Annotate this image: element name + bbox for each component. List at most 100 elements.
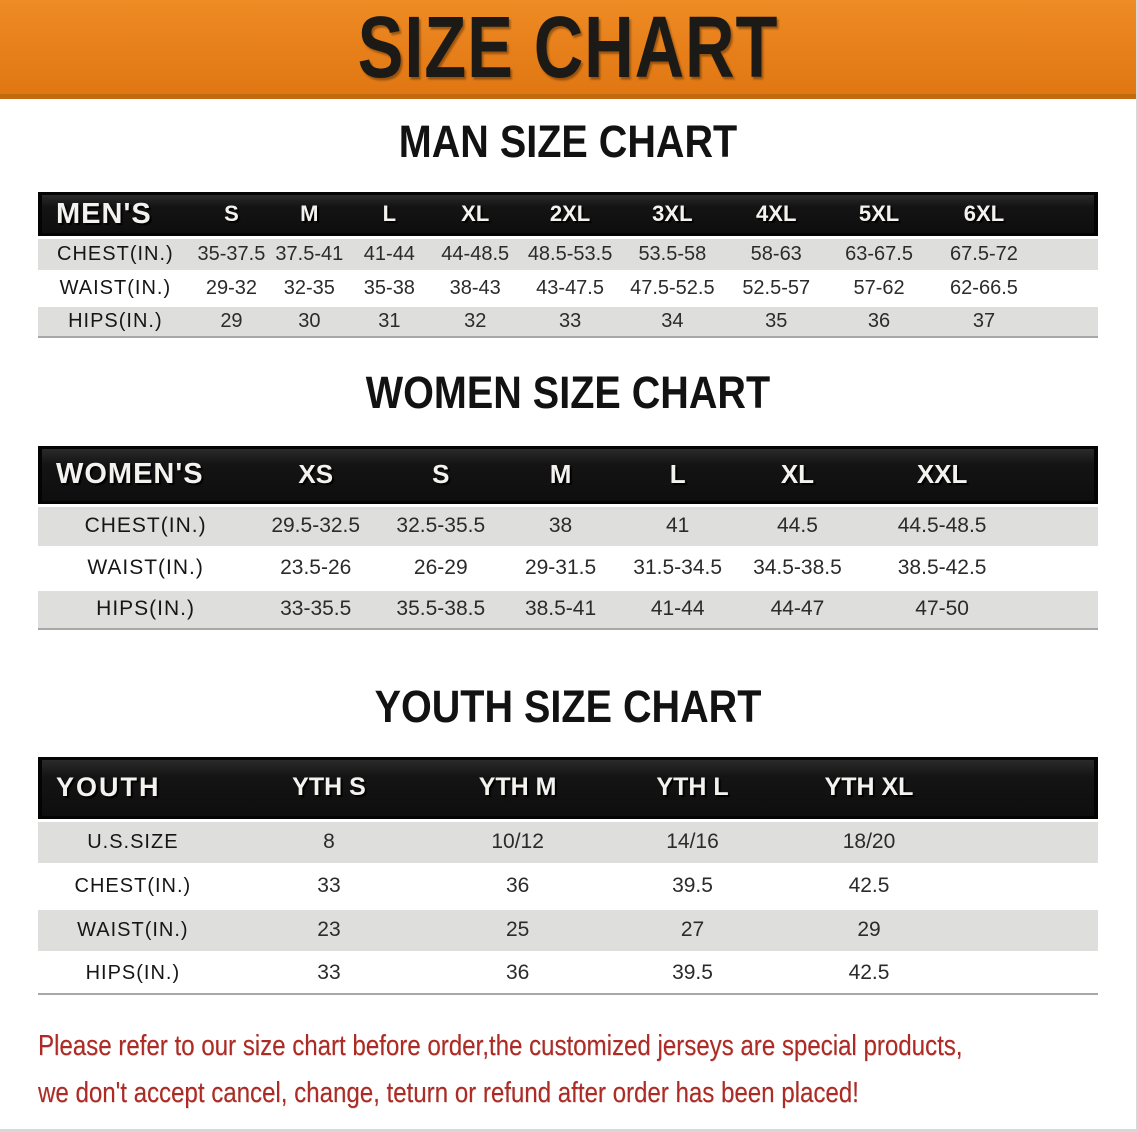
women-hips-in-l: 41-44 (617, 590, 738, 630)
youth-section: YOUTH SIZE CHART YOUTH YTH S YTH M YTH L YTH… (0, 681, 1136, 998)
youth-row-u-s-size: U.S.SIZE 8 10/12 14/16 18/20 (38, 821, 1098, 863)
youth-waist-in-yth-m: 25 (430, 909, 606, 951)
women-header-row: WOMEN'S XS S M L XL XXL (38, 445, 1098, 504)
women-row-chest-in: CHEST(IN.) 29.5-32.5 32.5-35.5 38 41 44.5 44.5… (38, 506, 1098, 546)
youth-waist-in-yth-xl: 29 (779, 909, 959, 951)
men-column-3xl: 3XL (619, 192, 725, 237)
youth-row-waist-in: WAIST(IN.) 23 25 27 29 (38, 909, 1098, 951)
youth-header-filler (958, 756, 1098, 819)
women-column-m: M (503, 445, 618, 504)
men-size-table: MEN'S S M L XL 2XL 3XL 4XL 5XL 6XL CHEST(IN.) 35-37… (38, 189, 1098, 341)
men-chest-in-s: 35-37.5 (192, 239, 271, 271)
women-section: WOMEN SIZE CHART WOMEN'S XS S M L XL XXL CHEST(… (0, 368, 1136, 633)
men-header-label: MEN'S (38, 192, 193, 237)
men-row-hips-in: HIPS(IN.) 29 30 31 32 33 34 35 36 37 (38, 307, 1098, 339)
men-chest-in-6xl: 67.5-72 (930, 239, 1038, 271)
women-hips-in-m: 38.5-41 (503, 590, 618, 630)
women-column-xs: XS (253, 445, 379, 504)
men-waist-in-6xl: 62-66.5 (930, 273, 1038, 305)
men-waist-in-l: 35-38 (348, 273, 431, 305)
women-waist-in-s: 26-29 (378, 548, 504, 588)
men-column-6xl: 6XL (930, 192, 1038, 237)
men-header-filler (1037, 192, 1098, 237)
men-column-l: L (348, 192, 431, 237)
youth-hips-in-yth-m: 36 (430, 953, 606, 995)
men-hips-in-s: 29 (192, 307, 271, 339)
youth-waist-in-yth-s: 23 (227, 909, 431, 951)
men-column-m: M (270, 192, 349, 237)
women-size-table: WOMEN'S XS S M L XL XXL CHEST(IN.) 29.5-32.5 32.5… (38, 443, 1098, 633)
youth-hips-in-yth-s: 33 (227, 953, 431, 995)
men-waist-in-2xl: 43-47.5 (520, 273, 620, 305)
men-row-chest-in: CHEST(IN.) 35-37.5 37.5-41 41-44 44-48.5 48.5… (38, 239, 1098, 271)
men-waist-in-s: 29-32 (192, 273, 271, 305)
women-waist-in-l: 31.5-34.5 (617, 548, 738, 588)
men-row-filler (1037, 307, 1098, 339)
women-column-s: S (378, 445, 504, 504)
women-hips-in-xs: 33-35.5 (253, 590, 379, 630)
men-chest-in-m: 37.5-41 (270, 239, 349, 271)
men-chest-in-2xl: 48.5-53.5 (520, 239, 620, 271)
men-waist-in-3xl: 47.5-52.5 (619, 273, 725, 305)
youth-header-label: YOUTH (38, 756, 228, 819)
men-hips-in-6xl: 37 (930, 307, 1038, 339)
men-chest-in-xl: 44-48.5 (430, 239, 521, 271)
men-chest-in-3xl: 53.5-58 (619, 239, 725, 271)
banner-title: SIZE CHART (357, 0, 779, 97)
youth-row-filler (958, 821, 1098, 863)
women-chest-in-m: 38 (503, 506, 618, 546)
youth-chest-in-yth-l: 39.5 (605, 865, 780, 907)
youth-size-table: YOUTH YTH S YTH M YTH L YTH XL U.S.SIZE 8 10/12… (38, 754, 1098, 998)
youth-column-yth-s: YTH S (227, 756, 431, 819)
women-chest-in-xl: 44.5 (737, 506, 858, 546)
women-waist-in-xxl: 38.5-42.5 (857, 548, 1027, 588)
men-row-waist-in: WAIST(IN.) 29-32 32-35 35-38 38-43 43-47.5 47.… (38, 273, 1098, 305)
men-hips-in-4xl: 35 (724, 307, 828, 339)
men-waist-in-m: 32-35 (270, 273, 349, 305)
youth-row-chest-in: CHEST(IN.) 33 36 39.5 42.5 (38, 865, 1098, 907)
men-chest-in-l: 41-44 (348, 239, 431, 271)
disclaimer-line-1: Please refer to our size chart before or… (38, 1029, 963, 1062)
youth-row-label-waist-in: WAIST(IN.) (38, 909, 228, 951)
women-column-xl: XL (737, 445, 858, 504)
women-chest-in-xs: 29.5-32.5 (253, 506, 379, 546)
men-column-s: S (192, 192, 271, 237)
women-row-hips-in: HIPS(IN.) 33-35.5 35.5-38.5 38.5-41 41-44 44-… (38, 590, 1098, 630)
men-header-row: MEN'S S M L XL 2XL 3XL 4XL 5XL 6XL (38, 192, 1098, 237)
men-hips-in-5xl: 36 (827, 307, 931, 339)
men-hips-in-m: 30 (270, 307, 349, 339)
women-waist-in-xl: 34.5-38.5 (737, 548, 858, 588)
youth-row-filler (958, 953, 1098, 995)
men-row-filler (1037, 273, 1098, 305)
men-column-4xl: 4XL (724, 192, 828, 237)
women-waist-in-xs: 23.5-26 (253, 548, 379, 588)
youth-column-yth-m: YTH M (430, 756, 606, 819)
youth-waist-in-yth-l: 27 (605, 909, 780, 951)
youth-u-s-size-yth-xl: 18/20 (779, 821, 959, 863)
women-row-label-hips-in: HIPS(IN.) (38, 590, 254, 630)
youth-row-label-chest-in: CHEST(IN.) (38, 865, 228, 907)
women-column-xxl: XXL (857, 445, 1027, 504)
youth-row-filler (958, 865, 1098, 907)
men-column-xl: XL (430, 192, 521, 237)
youth-column-yth-l: YTH L (605, 756, 780, 819)
disclaimer: Please refer to our size chart before or… (0, 1023, 1136, 1117)
disclaimer-line-2: we don't accept cancel, change, teturn o… (38, 1076, 859, 1109)
women-chest-in-l: 41 (617, 506, 738, 546)
women-hips-in-xl: 44-47 (737, 590, 858, 630)
women-row-waist-in: WAIST(IN.) 23.5-26 26-29 29-31.5 31.5-34.5 34… (38, 548, 1098, 588)
women-hips-in-s: 35.5-38.5 (378, 590, 504, 630)
women-chest-in-s: 32.5-35.5 (378, 506, 504, 546)
youth-column-yth-xl: YTH XL (779, 756, 959, 819)
men-row-filler (1037, 239, 1098, 271)
women-row-label-chest-in: CHEST(IN.) (38, 506, 254, 546)
men-chest-in-5xl: 63-67.5 (827, 239, 931, 271)
women-row-filler (1026, 548, 1098, 588)
youth-row-hips-in: HIPS(IN.) 33 36 39.5 42.5 (38, 953, 1098, 995)
men-hips-in-2xl: 33 (520, 307, 620, 339)
youth-chest-in-yth-xl: 42.5 (779, 865, 959, 907)
men-section-title: MAN SIZE CHART (398, 116, 738, 168)
men-row-label-waist-in: WAIST(IN.) (38, 273, 193, 305)
men-row-label-hips-in: HIPS(IN.) (38, 307, 193, 339)
